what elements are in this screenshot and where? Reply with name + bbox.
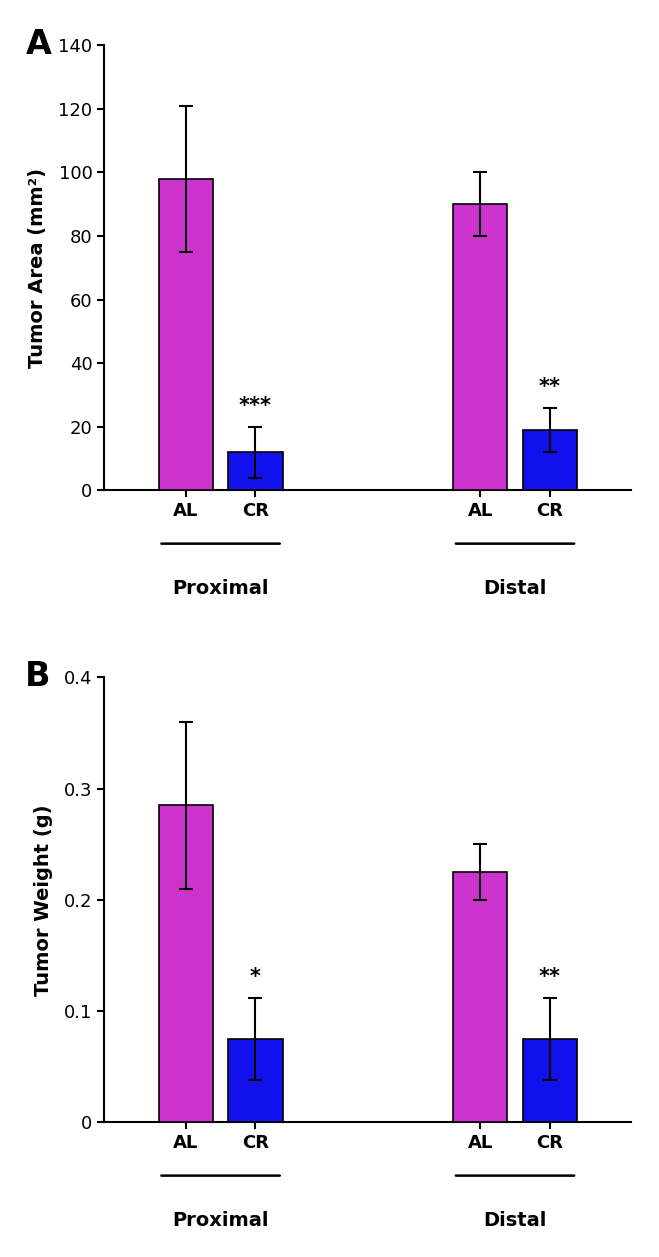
Text: B: B bbox=[25, 660, 51, 693]
Text: A: A bbox=[25, 28, 51, 60]
Text: Distal: Distal bbox=[483, 579, 547, 598]
Bar bbox=[159, 178, 213, 490]
Bar bbox=[229, 453, 283, 490]
Text: Proximal: Proximal bbox=[173, 1212, 269, 1231]
Bar bbox=[229, 1038, 283, 1123]
Bar bbox=[159, 806, 213, 1123]
Text: Proximal: Proximal bbox=[173, 579, 269, 598]
Bar bbox=[523, 430, 577, 490]
Text: ***: *** bbox=[239, 396, 272, 416]
Bar bbox=[453, 872, 507, 1123]
Text: *: * bbox=[250, 967, 261, 987]
Text: Distal: Distal bbox=[483, 1212, 547, 1231]
Text: **: ** bbox=[539, 377, 561, 396]
Bar bbox=[453, 205, 507, 490]
Y-axis label: Tumor Weight (g): Tumor Weight (g) bbox=[34, 804, 53, 996]
Y-axis label: Tumor Area (mm²): Tumor Area (mm²) bbox=[28, 168, 47, 368]
Text: **: ** bbox=[539, 967, 561, 987]
Bar bbox=[523, 1038, 577, 1123]
